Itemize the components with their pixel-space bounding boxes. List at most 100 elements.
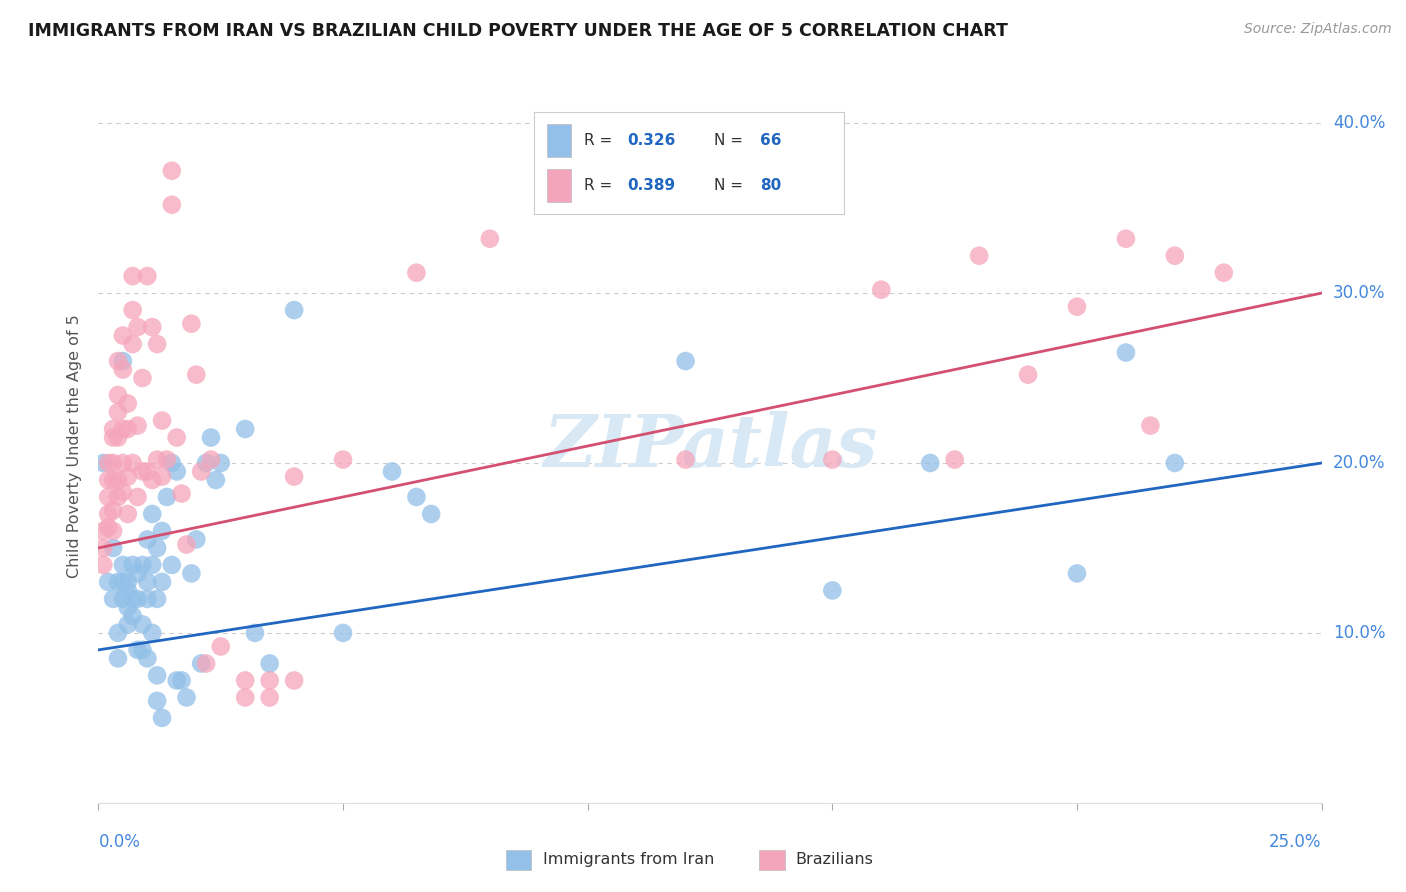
Point [111, 354, 134, 368]
Point [576, 198, 599, 212]
Point [259, 673, 281, 688]
FancyBboxPatch shape [547, 124, 571, 157]
Point [478, 232, 501, 246]
Point [107, 405, 129, 419]
Text: 0.0%: 0.0% [98, 833, 141, 851]
Point [101, 541, 124, 555]
Point [101, 591, 124, 606]
Point [101, 422, 124, 436]
Point [131, 558, 153, 572]
FancyBboxPatch shape [547, 169, 571, 202]
Point [97, 490, 120, 504]
Point [111, 362, 134, 376]
Point [111, 591, 134, 606]
Point [101, 524, 124, 538]
Text: 25.0%: 25.0% [1270, 833, 1322, 851]
Point [176, 690, 198, 705]
Point [117, 469, 139, 483]
Point [233, 422, 256, 436]
Point [127, 591, 149, 606]
Point [107, 626, 129, 640]
Point [121, 456, 143, 470]
Point [107, 388, 129, 402]
Point [405, 266, 427, 280]
Point [190, 465, 212, 479]
Point [111, 422, 134, 436]
Point [170, 673, 193, 688]
Point [141, 626, 163, 640]
Point [150, 469, 173, 483]
Point [127, 566, 149, 581]
Point [283, 673, 305, 688]
Point [141, 473, 163, 487]
Point [107, 430, 129, 444]
Point [150, 711, 173, 725]
Point [111, 574, 134, 589]
Point [117, 583, 139, 598]
Point [111, 484, 134, 499]
Point [200, 430, 222, 444]
Point [1212, 266, 1234, 280]
Point [1164, 249, 1187, 263]
Point [107, 651, 129, 665]
Point [117, 600, 139, 615]
Point [675, 354, 697, 368]
Point [233, 673, 256, 688]
Point [117, 396, 139, 410]
Point [127, 643, 149, 657]
Text: R =: R = [583, 133, 617, 148]
Point [166, 465, 188, 479]
Point [1017, 368, 1039, 382]
Point [121, 269, 143, 284]
Point [180, 566, 202, 581]
Point [205, 473, 228, 487]
Point [146, 541, 169, 555]
Point [146, 591, 169, 606]
Point [111, 456, 134, 470]
Point [332, 452, 354, 467]
Point [121, 337, 143, 351]
Point [381, 465, 404, 479]
Point [1066, 300, 1088, 314]
Point [150, 524, 173, 538]
Point [1066, 566, 1088, 581]
Text: ZIPatlas: ZIPatlas [543, 410, 877, 482]
Text: R =: R = [583, 178, 617, 193]
Point [91, 558, 114, 572]
Point [150, 413, 173, 427]
Text: 80: 80 [761, 178, 782, 193]
Point [146, 668, 169, 682]
Point [117, 617, 139, 632]
Point [723, 198, 745, 212]
Point [146, 452, 169, 467]
Point [111, 328, 134, 343]
Point [156, 490, 179, 504]
Point [209, 640, 232, 654]
Text: IMMIGRANTS FROM IRAN VS BRAZILIAN CHILD POVERTY UNDER THE AGE OF 5 CORRELATION C: IMMIGRANTS FROM IRAN VS BRAZILIAN CHILD … [28, 22, 1008, 40]
Point [121, 608, 143, 623]
Point [166, 430, 188, 444]
Point [136, 269, 159, 284]
Point [121, 303, 143, 318]
Point [121, 591, 143, 606]
Point [141, 507, 163, 521]
Point [870, 283, 893, 297]
Text: Brazilians: Brazilians [796, 853, 873, 867]
Point [136, 533, 159, 547]
Point [136, 574, 159, 589]
Point [283, 303, 305, 318]
Point [233, 690, 256, 705]
Text: 10.0%: 10.0% [1333, 624, 1385, 642]
Point [131, 617, 153, 632]
Point [405, 490, 427, 504]
Point [101, 473, 124, 487]
Point [332, 626, 354, 640]
Point [146, 694, 169, 708]
Point [91, 524, 114, 538]
Point [420, 507, 443, 521]
Point [107, 473, 129, 487]
Point [170, 486, 193, 500]
Text: Immigrants from Iran: Immigrants from Iran [543, 853, 714, 867]
Point [131, 465, 153, 479]
Point [141, 558, 163, 572]
